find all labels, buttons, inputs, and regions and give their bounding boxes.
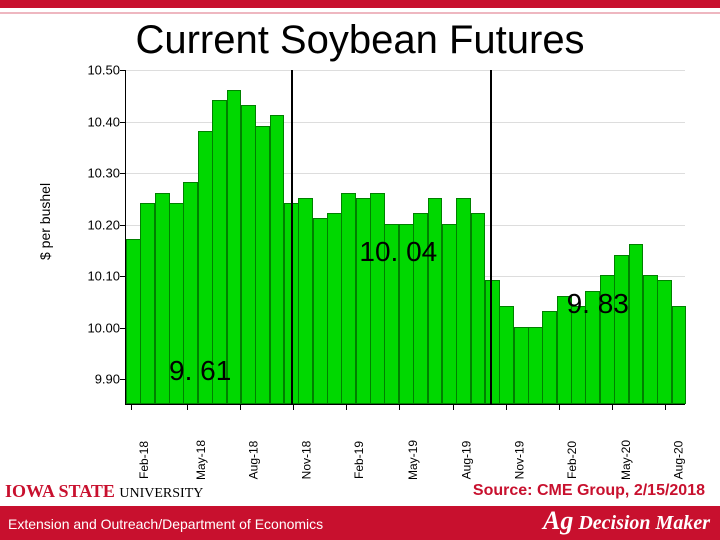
agdm-logo: Ag Decision Maker	[543, 506, 710, 536]
isu-logo: IOWA STATE UNIVERSITY	[5, 481, 203, 502]
x-tick-mark	[453, 405, 454, 410]
extension-text: Extension and Outreach/Department of Eco…	[8, 516, 323, 532]
y-tick-label: 10.40	[85, 114, 120, 129]
x-tick-label: Nov-19	[512, 441, 526, 480]
y-tick-label: 10.50	[85, 63, 120, 78]
x-tick-mark	[187, 405, 188, 410]
bar	[341, 193, 356, 404]
bar	[241, 105, 256, 404]
vertical-divider	[291, 70, 293, 405]
bar	[485, 280, 500, 404]
y-tick-label: 10.10	[85, 269, 120, 284]
bar	[629, 244, 644, 404]
bar	[356, 198, 371, 404]
page-title: Current Soybean Futures	[0, 18, 720, 63]
bar	[370, 193, 385, 404]
x-tick-label: Aug-18	[246, 441, 260, 480]
x-tick-mark	[665, 405, 666, 410]
isu-logo-iowa-state: IOWA STATE	[5, 481, 115, 501]
x-tick-label: Feb-19	[352, 441, 366, 479]
bar	[313, 218, 328, 404]
bar	[657, 280, 672, 404]
bar	[672, 306, 687, 404]
y-tick-label: 10.00	[85, 320, 120, 335]
bar	[140, 203, 155, 404]
x-tick-mark	[293, 405, 294, 410]
x-tick-label: May-18	[194, 440, 208, 480]
x-tick-label: May-20	[619, 440, 633, 480]
bar	[298, 198, 313, 404]
bar	[614, 255, 629, 404]
x-tick-mark	[506, 405, 507, 410]
bar	[499, 306, 514, 404]
bar	[442, 224, 457, 404]
bar	[471, 213, 486, 404]
bar	[643, 275, 658, 404]
x-tick-label: Feb-20	[565, 441, 579, 479]
bar	[270, 115, 285, 404]
bar	[528, 327, 543, 404]
bar	[571, 306, 586, 404]
x-tick-mark	[131, 405, 132, 410]
chart-annotation: 9. 61	[169, 355, 231, 387]
y-tick-label: 10.30	[85, 166, 120, 181]
agdm-text: Decision Maker	[578, 512, 710, 534]
bar	[255, 126, 270, 404]
x-tick-label: May-19	[406, 440, 420, 480]
x-tick-mark	[612, 405, 613, 410]
top-red-bar	[0, 0, 720, 8]
bar	[327, 213, 342, 404]
divider-light	[0, 12, 720, 14]
x-tick-label: Aug-19	[459, 441, 473, 480]
y-axis-label: $ per bushel	[37, 183, 53, 260]
y-tick-label: 9.90	[85, 372, 120, 387]
x-tick-mark	[240, 405, 241, 410]
bar	[428, 198, 443, 404]
chart-container: $ per bushel 9.90 10.00 10.10 10.20 10.30 10.…	[35, 60, 695, 455]
chart-annotation: 10. 04	[359, 236, 437, 268]
bar	[155, 193, 170, 404]
source-text: Source: CME Group, 2/15/2018	[473, 482, 705, 500]
bar	[514, 327, 529, 404]
x-tick-label: Nov-18	[299, 441, 313, 480]
chart-annotation: 9. 83	[567, 288, 629, 320]
bar	[542, 311, 557, 404]
y-tick-label: 10.20	[85, 217, 120, 232]
bar	[126, 239, 141, 404]
x-tick-label: Aug-20	[672, 441, 686, 480]
x-tick-label: Feb-18	[137, 441, 151, 479]
isu-logo-university: UNIVERSITY	[119, 486, 203, 501]
bar	[456, 198, 471, 404]
vertical-divider	[490, 70, 492, 405]
x-tick-mark	[346, 405, 347, 410]
x-tick-mark	[559, 405, 560, 410]
x-tick-mark	[399, 405, 400, 410]
